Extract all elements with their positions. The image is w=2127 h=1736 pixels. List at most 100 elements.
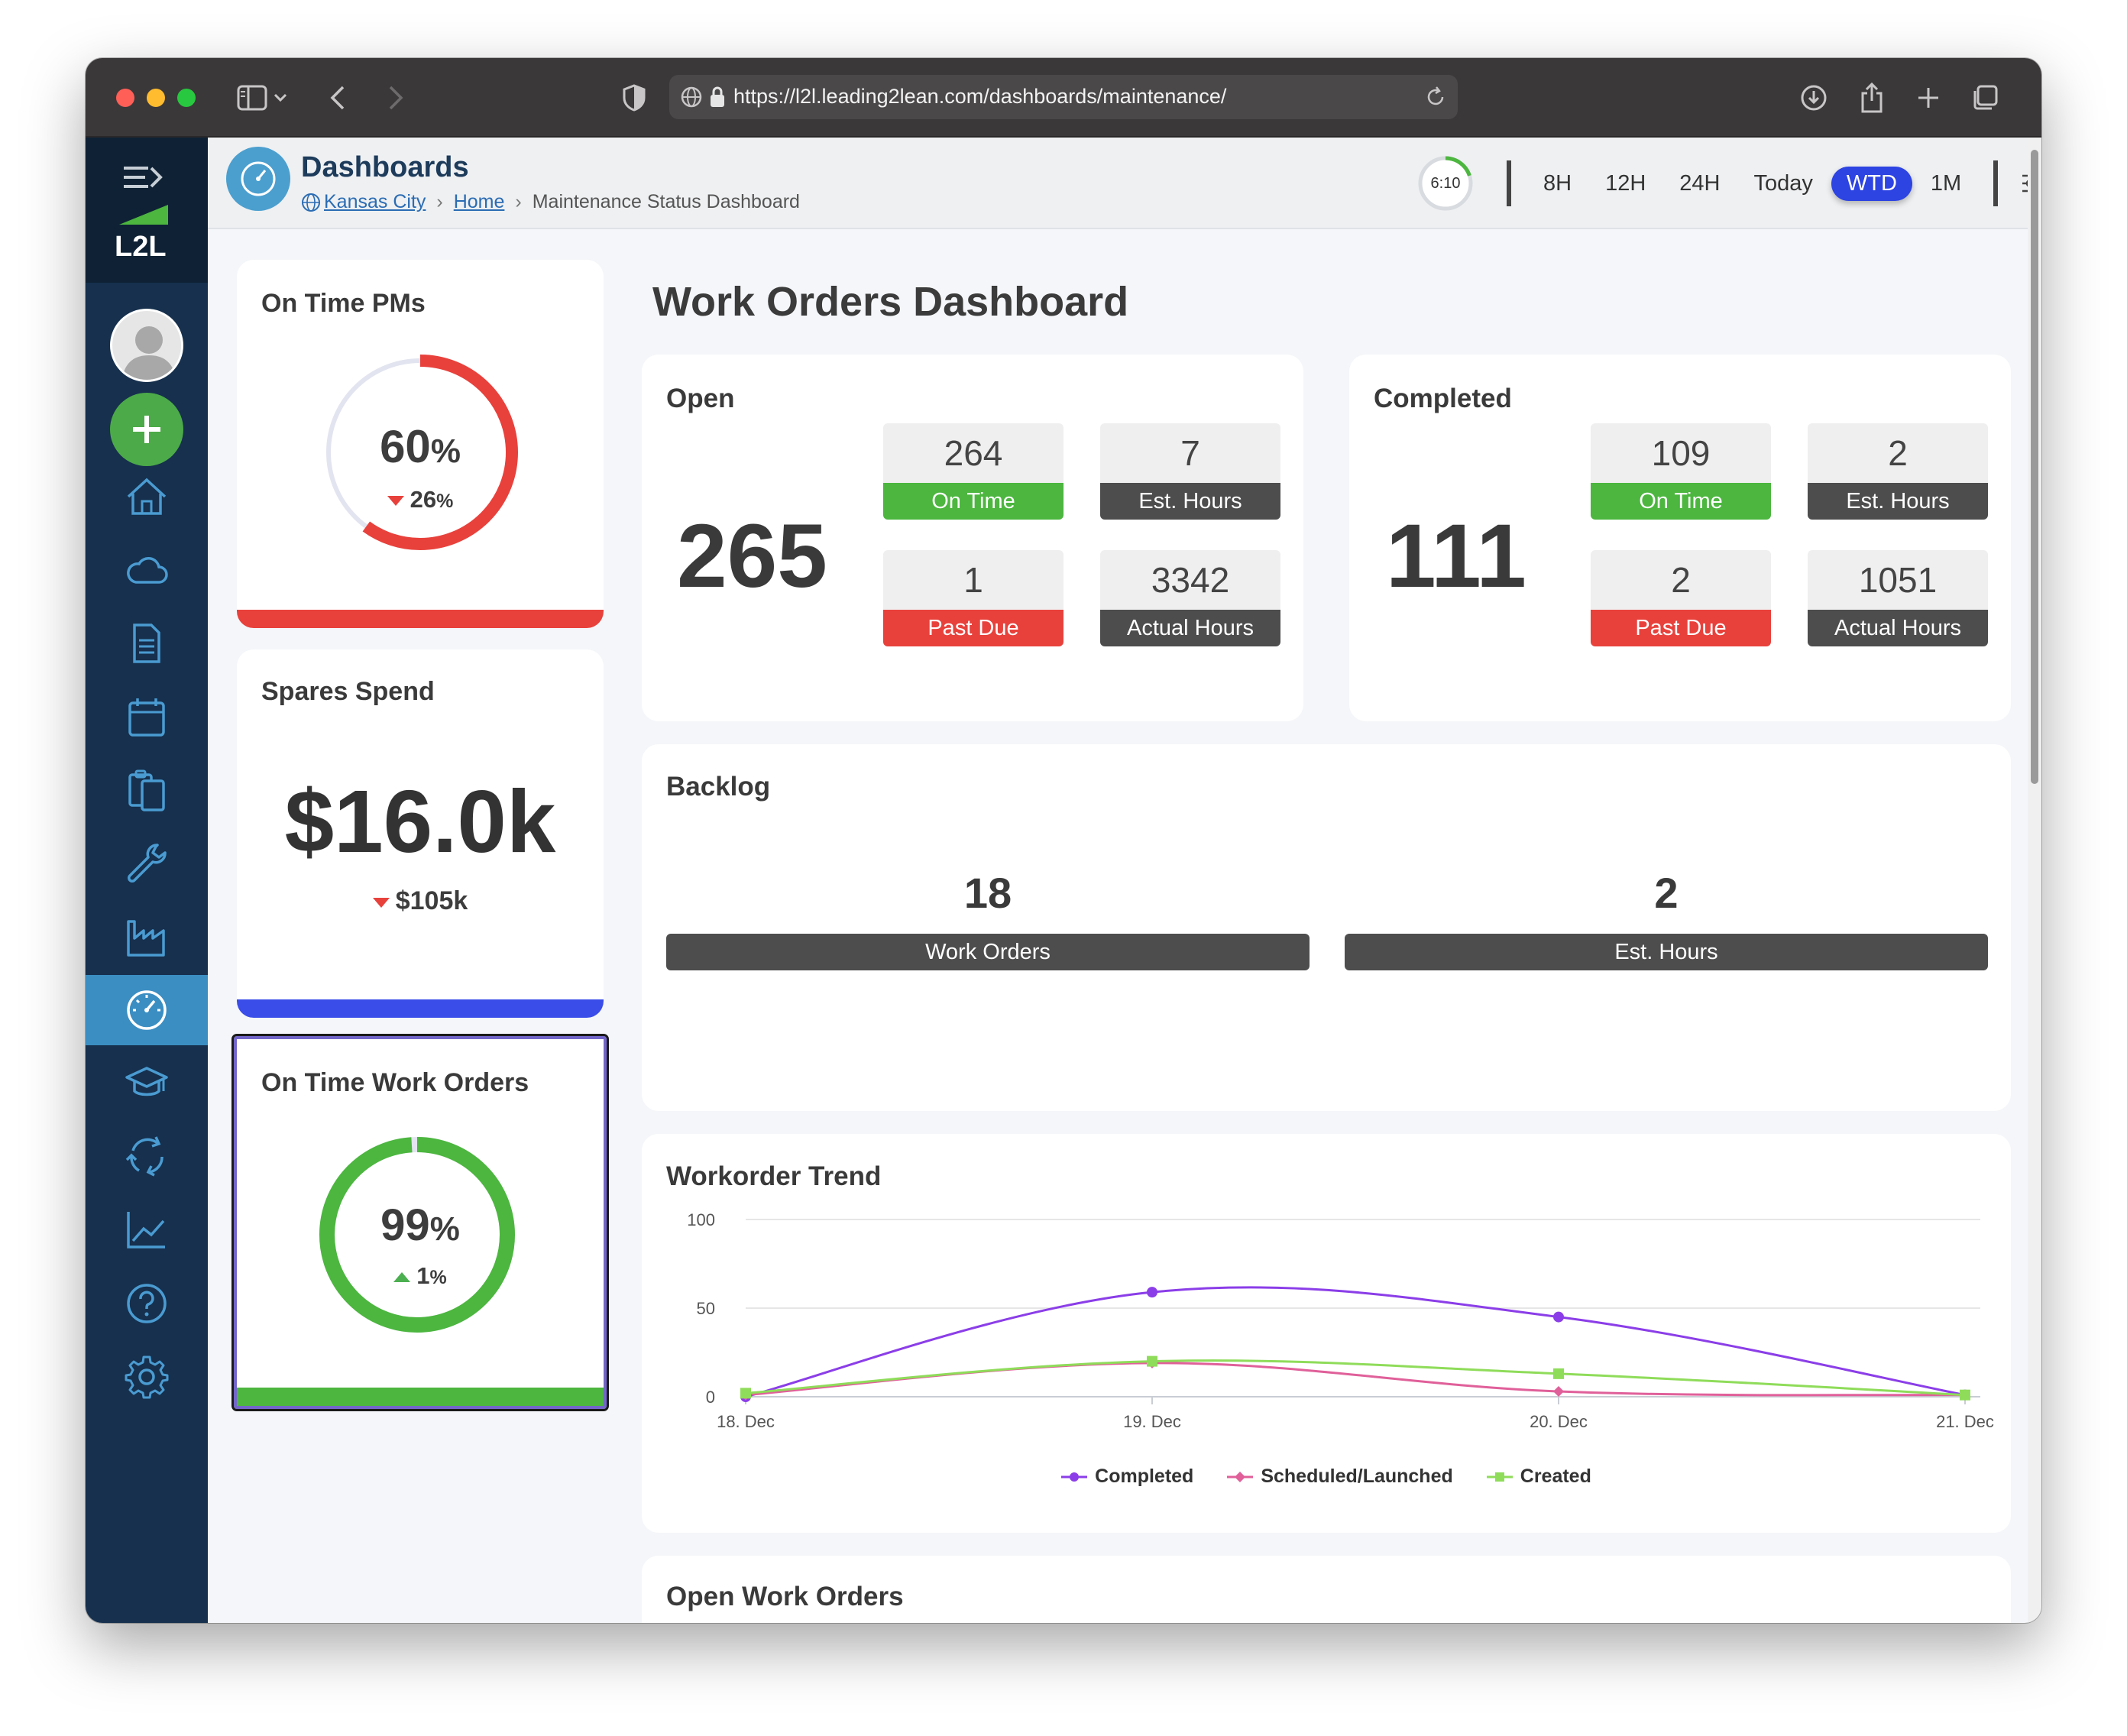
- on-time-pms-value: 60%: [380, 421, 461, 472]
- range-wtd-button[interactable]: WTD: [1831, 166, 1912, 201]
- zoom-window-button[interactable]: [177, 89, 196, 107]
- completed-total: 111: [1386, 506, 1526, 607]
- card-title: Open: [666, 384, 735, 413]
- forward-icon[interactable]: [374, 76, 417, 119]
- data-point-scheduled-launched: [1553, 1386, 1564, 1398]
- nav-continuous-improvement[interactable]: [86, 1122, 208, 1192]
- trend-down-icon: [372, 897, 390, 908]
- downloads-icon[interactable]: [1792, 76, 1835, 119]
- sidebar-toggle-icon[interactable]: [231, 76, 274, 119]
- workorder-trend-card[interactable]: Workorder Trend 0 50 100 18. Dec 19. Dec 20. …: [642, 1134, 2011, 1533]
- chart-legend: Completed Scheduled/Launched Created: [642, 1466, 2011, 1488]
- minimize-window-button[interactable]: [147, 89, 165, 107]
- backlog-est-hours-label: Est. Hours: [1345, 934, 1988, 970]
- card-status-bar: [237, 999, 604, 1018]
- dashboards-logo: [226, 147, 290, 211]
- completed-on-time-stat: 109 On Time: [1591, 423, 1771, 520]
- breadcrumb-current: Maintenance Status Dashboard: [532, 191, 800, 212]
- chevron-down-icon[interactable]: [269, 76, 292, 119]
- nav-training[interactable]: [86, 1048, 208, 1119]
- user-avatar[interactable]: [110, 309, 183, 382]
- chevron-right-icon: ›: [436, 191, 443, 212]
- url-text: https://l2l.leading2lean.com/dashboards/…: [733, 85, 1227, 108]
- nav-reports[interactable]: [86, 1195, 208, 1265]
- menu-expand-icon[interactable]: [122, 164, 163, 194]
- nav-dashboards[interactable]: [86, 975, 208, 1045]
- nav-documents[interactable]: [86, 608, 208, 679]
- card-title: Open Work Orders: [666, 1582, 904, 1611]
- card-title: On Time PMs: [261, 289, 426, 318]
- nav-help[interactable]: [86, 1268, 208, 1339]
- nav-settings[interactable]: [86, 1342, 208, 1412]
- card-status-bar: [237, 1388, 604, 1406]
- range-1m-button[interactable]: 1M: [1930, 170, 1962, 196]
- browser-toolbar: https://l2l.leading2lean.com/dashboards/…: [86, 58, 2041, 138]
- open-work-orders-card[interactable]: Open Work Orders: [642, 1556, 2011, 1623]
- on-time-work-orders-value: 99%: [380, 1200, 460, 1250]
- dashboard-icon: [127, 990, 167, 1030]
- range-8h-button[interactable]: 8H: [1543, 170, 1572, 196]
- card-title: Spares Spend: [261, 677, 435, 706]
- nav-cloud[interactable]: [86, 535, 208, 605]
- breadcrumb: Kansas City › Home › Maintenance Status …: [301, 191, 800, 213]
- on-time-work-orders-card[interactable]: On Time Work Orders 99% 1%: [231, 1034, 609, 1411]
- nav-calendar[interactable]: [86, 682, 208, 752]
- range-24h-button[interactable]: 24H: [1679, 170, 1721, 196]
- cycle-icon: [125, 1136, 163, 1177]
- share-icon[interactable]: [1850, 76, 1893, 119]
- side-navigation: L2L: [86, 138, 208, 1623]
- new-tab-icon[interactable]: [1907, 76, 1950, 119]
- privacy-shield-icon[interactable]: [613, 76, 656, 119]
- backlog-card[interactable]: Backlog 18 Work Orders 2 Est. Hours: [642, 744, 2011, 1111]
- on-time-pms-delta: 26%: [237, 486, 604, 513]
- app-header: Dashboards Kansas City › Home › Maintena…: [208, 138, 2041, 229]
- back-icon[interactable]: [316, 76, 359, 119]
- on-time-pms-card[interactable]: On Time PMs 60% 26%: [237, 260, 604, 628]
- address-bar[interactable]: https://l2l.leading2lean.com/dashboards/…: [669, 75, 1458, 119]
- card-title: On Time Work Orders: [261, 1068, 529, 1097]
- series-line-completed: [745, 1286, 1966, 1398]
- logo-text: L2L: [115, 231, 167, 263]
- y-tick-label: 0: [706, 1388, 715, 1407]
- factory-icon: [127, 920, 165, 957]
- y-tick-label: 100: [687, 1210, 715, 1229]
- legend-item-created[interactable]: Created: [1486, 1466, 1591, 1488]
- data-point-completed: [1553, 1311, 1564, 1323]
- range-12h-button[interactable]: 12H: [1605, 170, 1646, 196]
- spares-spend-card[interactable]: Spares Spend $16.0k $105k: [237, 649, 604, 1018]
- page-scrollbar[interactable]: [2028, 138, 2041, 1623]
- lock-icon: [711, 86, 724, 107]
- open-work-orders-summary-card[interactable]: Open 265 264 On Time 7 Est. Hours 1 Past…: [642, 355, 1303, 721]
- backlog-work-orders-value: 18: [963, 869, 1012, 917]
- completed-actual-hours-stat: 1051 Actual Hours: [1808, 550, 1988, 646]
- reload-icon[interactable]: [1424, 86, 1447, 108]
- legend-item-scheduled-launched[interactable]: Scheduled/Launched: [1227, 1466, 1453, 1488]
- open-on-time-stat: 264 On Time: [883, 423, 1064, 520]
- scrollbar-thumb[interactable]: [2031, 150, 2038, 784]
- nav-home[interactable]: [86, 462, 208, 532]
- breadcrumb-site[interactable]: Kansas City: [324, 191, 426, 212]
- series-line-created: [745, 1359, 1966, 1397]
- divider: [1993, 160, 1999, 206]
- clipboard-icon: [128, 769, 165, 811]
- breadcrumb-home[interactable]: Home: [453, 191, 505, 212]
- circle-marker-icon: [1061, 1472, 1088, 1482]
- calendar-icon: [128, 698, 165, 737]
- nav-maintenance[interactable]: [86, 828, 208, 899]
- page-header-title: Dashboards: [301, 151, 469, 183]
- close-window-button[interactable]: [116, 89, 134, 107]
- nav-clipboard[interactable]: [86, 755, 208, 825]
- tab-overview-icon[interactable]: [1964, 76, 2006, 119]
- l2l-logo[interactable]: L2L: [86, 138, 208, 283]
- legend-item-completed[interactable]: Completed: [1061, 1466, 1193, 1488]
- completed-work-orders-summary-card[interactable]: Completed 111 109 On Time 2 Est. Hours 2…: [1349, 355, 2011, 721]
- x-tick-label: 21. Dec: [1936, 1412, 1994, 1431]
- add-button[interactable]: [110, 393, 183, 466]
- refresh-timer[interactable]: 6:10: [1416, 154, 1475, 212]
- square-marker-icon: [1486, 1472, 1513, 1482]
- trend-up-icon: [393, 1272, 411, 1283]
- chevron-right-icon: ›: [515, 191, 522, 212]
- help-icon: [127, 1284, 167, 1323]
- nav-production[interactable]: [86, 902, 208, 972]
- range-today-button[interactable]: Today: [1753, 170, 1813, 196]
